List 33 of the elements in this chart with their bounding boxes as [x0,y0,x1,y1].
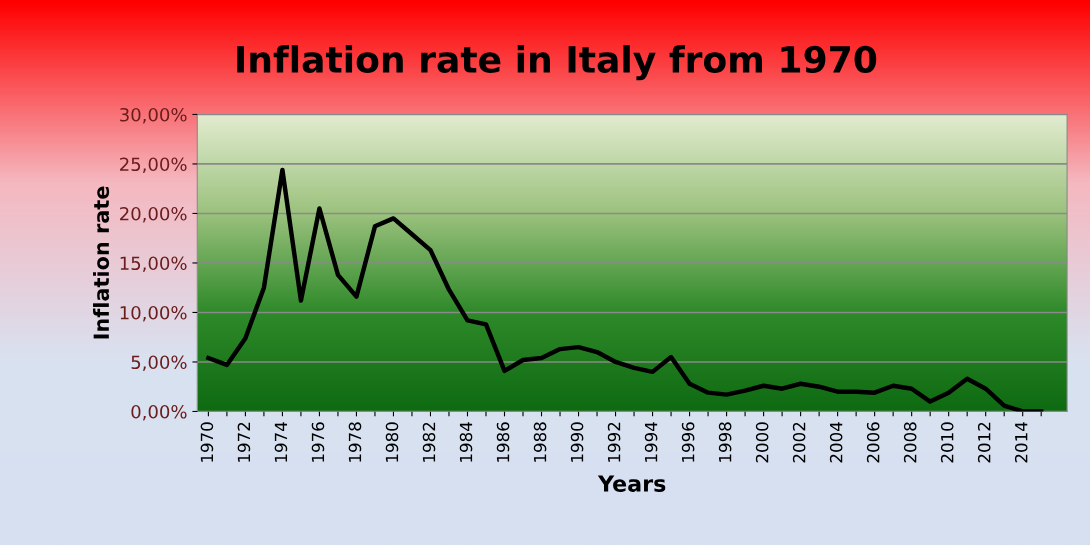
x-tick-label: 1986 [496,422,510,462]
x-tick-label: 2000 [755,422,769,463]
x-tick-label: 2006 [866,422,880,463]
y-tick-label: 0,00% [131,404,187,421]
y-tick-label: 15,00% [120,256,187,272]
x-tick-label: 2010 [940,422,954,463]
x-tick-label: 1980 [385,422,399,462]
y-tick-label: 20,00% [120,206,187,223]
y-tick-label: 5,00% [131,355,187,371]
y-axis-title: Inflation rate [93,186,110,339]
x-tick-label: 2014 [1014,422,1028,463]
y-tick-label: 25,00% [120,157,187,173]
y-tick-label: 10,00% [120,305,187,322]
x-tick-label: 2012 [977,422,991,463]
x-tick-label: 1976 [311,422,325,462]
x-tick-label: 1972 [237,422,251,462]
x-tick-label: 2002 [792,422,806,463]
x-tick-label: 1982 [422,422,436,462]
chart-title: Inflation rate in Italy from 1970 [237,45,877,81]
x-tick-label: 1994 [644,422,658,462]
x-tick-label: 1998 [718,422,732,462]
x-tick-label: 2008 [903,422,917,463]
x-tick-label: 1996 [681,422,695,462]
x-tick-label: 1984 [459,422,473,462]
x-tick-label: 1970 [200,422,214,462]
y-tick-label: 30,00% [120,107,187,124]
x-tick-label: 1978 [348,422,362,462]
x-axis-title: Years [597,475,666,492]
x-tick-label: 1988 [533,422,547,462]
x-tick-label: 2004 [829,422,843,463]
x-tick-label: 1992 [607,422,621,462]
x-tick-label: 1990 [570,422,584,462]
x-tick-label: 1974 [274,422,288,462]
